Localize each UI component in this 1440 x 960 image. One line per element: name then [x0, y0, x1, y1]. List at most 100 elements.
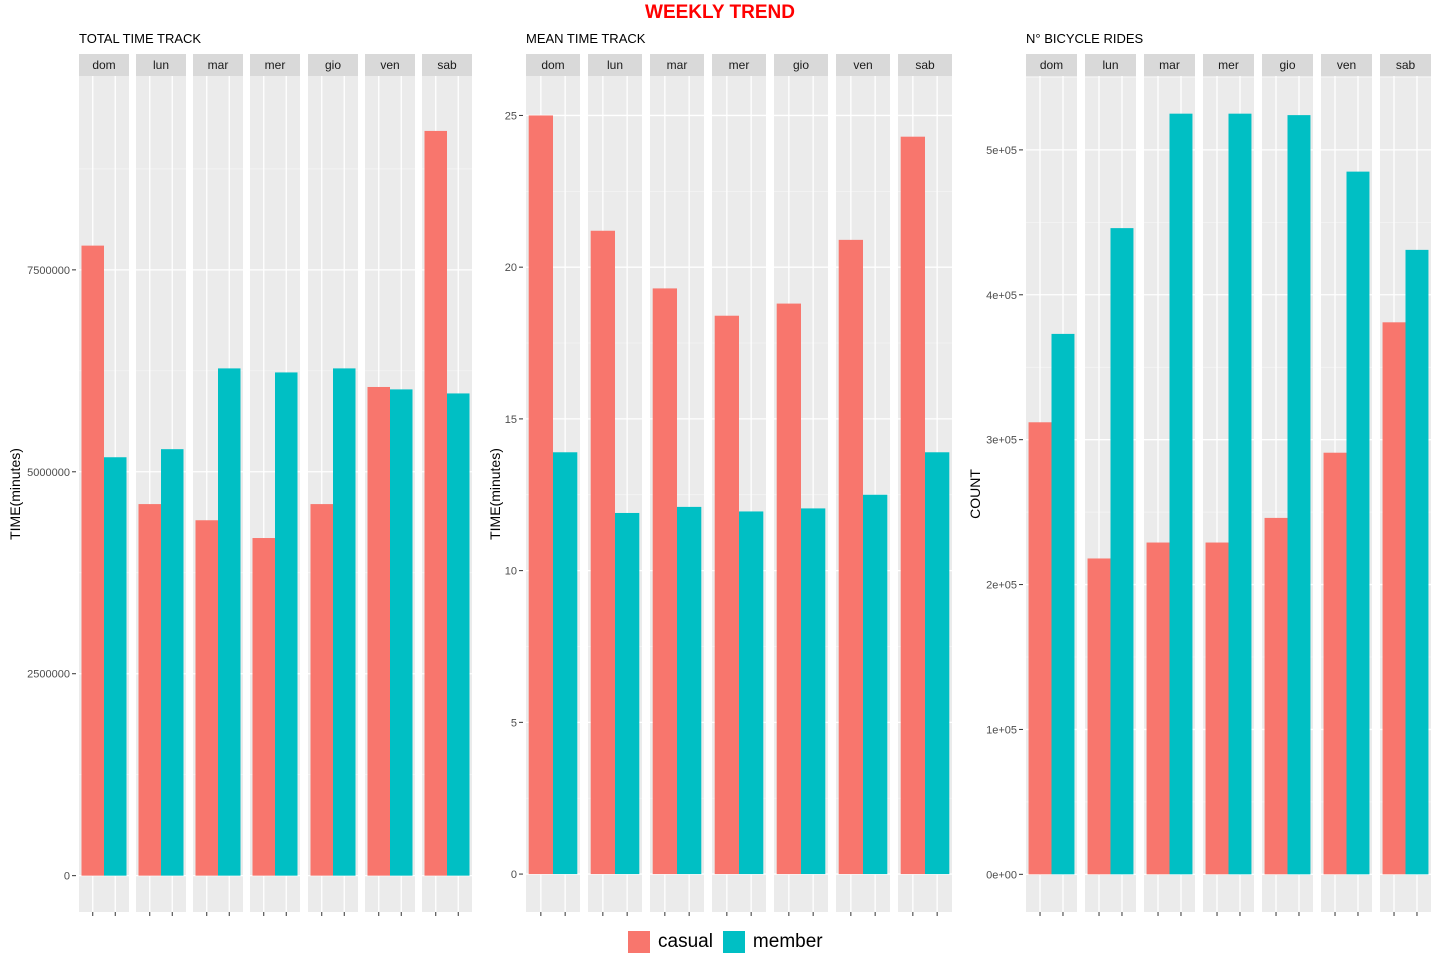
facet-strip — [588, 54, 642, 76]
facet-strip — [1203, 54, 1254, 76]
facet-strip — [365, 54, 415, 76]
facet-strip — [422, 54, 472, 76]
facet-mar: mar — [1144, 54, 1195, 916]
facet-strip — [79, 54, 129, 76]
bar-casual-ven — [1323, 452, 1347, 875]
facet-strip-label: gio — [1279, 58, 1295, 72]
y-tick-label: 3e+05 — [986, 435, 1017, 447]
chart-3: N° BICYCLE RIDES COUNT 0e+00 1e+05 2e+05 3e+0… — [967, 31, 1431, 916]
bar-casual-mar — [195, 520, 218, 876]
chart-title: TOTAL TIME TRACK — [79, 31, 201, 46]
facet-sab: sab — [422, 54, 472, 916]
y-tick-label: 0e+00 — [986, 869, 1017, 881]
bar-casual-mer — [1205, 542, 1229, 875]
facet-mer: mer — [250, 54, 300, 916]
bar-member-ven — [1346, 171, 1370, 875]
y-tick-label: 5e+05 — [986, 145, 1017, 157]
facet-strip — [526, 54, 580, 76]
bar-casual-dom — [528, 115, 553, 875]
facet-strip — [1144, 54, 1195, 76]
y-tick-label: 7500000 — [27, 265, 70, 277]
bar-member-mer — [1228, 113, 1252, 875]
y-tick-label: 1e+05 — [986, 724, 1017, 736]
facet-strip-label: dom — [92, 58, 115, 72]
bar-member-lun — [615, 512, 640, 875]
bar-member-sab — [925, 452, 950, 875]
facet-strip-label: dom — [541, 58, 564, 72]
bar-casual-mar — [1146, 542, 1170, 875]
facet-strip-label: ven — [1337, 58, 1356, 72]
y-tick-label: 10 — [505, 566, 517, 578]
facet-strip-label: mer — [1218, 58, 1239, 72]
chart-title: MEAN TIME TRACK — [526, 31, 646, 46]
bar-casual-sab — [900, 136, 925, 875]
bar-member-gio — [801, 508, 826, 875]
legend-item-member: member — [722, 931, 823, 953]
facet-ven: ven — [1321, 54, 1372, 916]
facet-mar: mar — [193, 54, 243, 916]
bar-member-ven — [863, 494, 888, 875]
bar-casual-gio — [310, 504, 333, 876]
facet-strip-label: sab — [915, 58, 935, 72]
bar-member-lun — [1110, 228, 1134, 875]
facet-gio: gio — [1262, 54, 1313, 916]
facet-strip — [136, 54, 186, 76]
facet-strip-label: sab — [1396, 58, 1416, 72]
facet-strip — [308, 54, 358, 76]
facet-sab: sab — [898, 54, 952, 916]
facet-strip — [1262, 54, 1313, 76]
facet-strip-label: mar — [1159, 58, 1180, 72]
bar-casual-dom — [81, 245, 104, 876]
y-axis-label: TIME(minutes) — [487, 448, 503, 540]
facet-sab: sab — [1380, 54, 1431, 916]
facet-gio: gio — [774, 54, 828, 916]
facet-strip-label: lun — [1102, 58, 1118, 72]
facet-strip — [898, 54, 952, 76]
bar-casual-ven — [838, 239, 863, 875]
facet-ven: ven — [836, 54, 890, 916]
facet-strip-label: gio — [325, 58, 341, 72]
facet-strip-label: lun — [607, 58, 623, 72]
facet-strip — [650, 54, 704, 76]
bar-member-mer — [739, 511, 764, 875]
legend-swatch-member — [722, 931, 745, 953]
y-tick-label: 25 — [505, 110, 517, 122]
facet-gio: gio — [308, 54, 358, 916]
bar-member-dom — [1051, 333, 1075, 875]
facet-strip-label: dom — [1040, 58, 1063, 72]
facet-strip — [774, 54, 828, 76]
facet-mer: mer — [1203, 54, 1254, 916]
legend-label-member: member — [752, 931, 823, 952]
y-tick-label: 5 — [511, 717, 517, 729]
facet-strip — [250, 54, 300, 76]
y-tick-label: 0 — [64, 871, 70, 883]
facet-dom: dom — [79, 54, 129, 916]
facet-strip — [1026, 54, 1077, 76]
bar-member-gio — [1287, 115, 1311, 875]
bar-member-dom — [553, 452, 578, 875]
bar-member-ven — [390, 389, 413, 876]
facet-strip-label: ven — [380, 58, 399, 72]
bar-member-mar — [677, 506, 702, 875]
bar-casual-gio — [776, 303, 801, 875]
y-tick-label: 0 — [511, 869, 517, 881]
bar-casual-gio — [1264, 517, 1288, 875]
facet-strip — [712, 54, 766, 76]
facet-strip — [1380, 54, 1431, 76]
bar-casual-mer — [252, 538, 275, 876]
facet-strip-label: sab — [437, 58, 457, 72]
y-tick-label: 5000000 — [27, 467, 70, 479]
facet-lun: lun — [136, 54, 186, 916]
chart-2: MEAN TIME TRACK TIME(minutes) 0 5 10 15 20 25 do… — [487, 31, 952, 916]
facet-strip — [193, 54, 243, 76]
facet-lun: lun — [588, 54, 642, 916]
y-axis-label: COUNT — [967, 469, 983, 519]
bar-member-lun — [161, 449, 184, 876]
facet-mar: mar — [650, 54, 704, 916]
bar-member-sab — [1405, 249, 1429, 875]
facet-strip-label: mar — [208, 58, 229, 72]
legend-item-casual: casual — [628, 931, 713, 953]
y-tick-label: 20 — [505, 262, 517, 274]
facet-ven: ven — [365, 54, 415, 916]
